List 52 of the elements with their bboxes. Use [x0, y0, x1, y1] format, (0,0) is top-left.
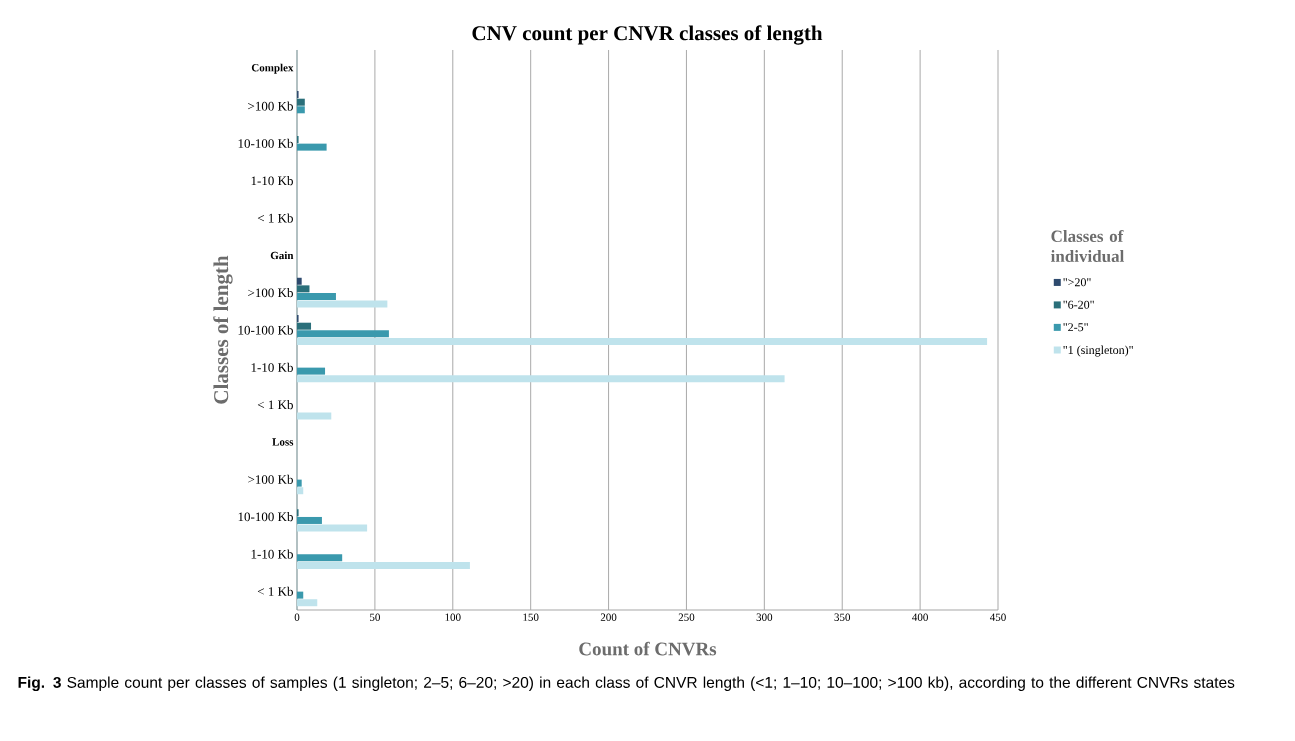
y-tick-label: Loss [272, 438, 294, 446]
y-tick-label: >100 Kb [248, 101, 293, 111]
bar [297, 106, 305, 114]
bar [297, 300, 388, 308]
bar [297, 561, 470, 569]
bar [297, 277, 302, 285]
bar [297, 412, 332, 420]
x-axis-title: Count of CNVRs [579, 641, 717, 656]
x-tick-label: 250 [678, 613, 695, 621]
x-tick-label: 50 [370, 613, 380, 621]
y-tick-label: 10-100 Kb [238, 512, 293, 522]
y-tick-label: < 1 Kb [257, 586, 293, 596]
y-tick-label: 10-100 Kb [238, 325, 293, 335]
y-tick-label: < 1 Kb [257, 213, 293, 223]
legend-label: "1 (singleton)" [1063, 345, 1133, 357]
y-tick-label: >100 Kb [248, 474, 293, 484]
y-axis-title: Classes of length [213, 255, 233, 404]
bar [297, 599, 318, 607]
bar [297, 554, 343, 562]
y-tick-label: 10-100 Kb [238, 138, 293, 148]
y-tick-label: Complex [251, 63, 294, 74]
y-tick-label: >100 Kb [248, 288, 293, 298]
y-tick-label: < 1 Kb [257, 400, 293, 410]
bar [297, 375, 785, 383]
chart-title: CNV count per CNVR classes of length [472, 25, 823, 45]
x-tick-label: 200 [600, 613, 617, 621]
bar [297, 330, 389, 338]
bar [297, 479, 302, 487]
y-tick-label: Gain [270, 251, 294, 260]
legend-label: "6-20" [1063, 300, 1094, 309]
bar [297, 143, 327, 151]
bar [297, 367, 326, 375]
y-tick-label: 1-10 Kb [251, 362, 293, 372]
legend-label: "2-5" [1063, 323, 1088, 332]
x-tick-label: 100 [445, 613, 461, 621]
bar [297, 516, 322, 524]
x-tick-label: 450 [989, 613, 1006, 621]
y-tick-label: 1-10 Kb [251, 549, 293, 559]
x-tick-label: 150 [523, 613, 539, 621]
bar [297, 524, 368, 532]
bar [297, 591, 304, 599]
x-tick-label: 400 [912, 613, 928, 621]
x-tick-label: 0 [294, 613, 300, 621]
bar [297, 487, 304, 495]
legend-title: Classes of individual [1050, 229, 1125, 263]
y-tick-label: 1-10 Kb [251, 176, 293, 186]
x-tick-label: 300 [756, 613, 773, 621]
text: Fig. 3 Sample count per classes of samples (1 singleton; 2–5; 6–20; >20) in each class of CNVR length (<1; 1–10; 10–100; >100 kb), according to the different CNVRs states [18, 676, 1235, 692]
bar [297, 292, 336, 300]
x-tick-label: 350 [834, 613, 851, 621]
bar [297, 337, 988, 345]
legend-label: ">20" [1063, 278, 1091, 287]
